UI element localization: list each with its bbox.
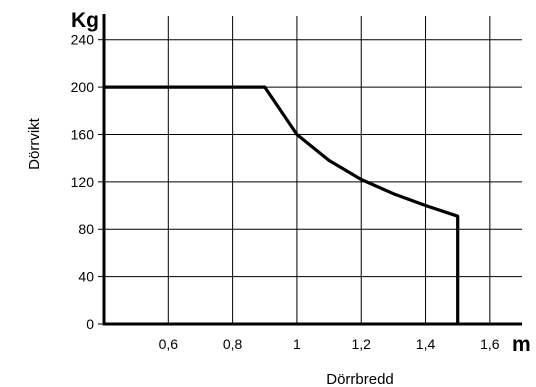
x-tick-label-0: 0,6 bbox=[159, 336, 179, 352]
x-tick-label-3: 1,2 bbox=[351, 336, 371, 352]
y-unit-label: Kg bbox=[71, 9, 99, 32]
series bbox=[104, 85, 460, 324]
axes bbox=[98, 14, 522, 326]
y-tick-label-5: 200 bbox=[71, 79, 95, 95]
x-tick-label-5: 1,6 bbox=[480, 336, 500, 352]
y-axis-title: Dörrvikt bbox=[26, 117, 43, 169]
y-tick-label-2: 80 bbox=[78, 221, 94, 237]
tick-labels: 0 40 80 120 160 200 240 0,6 0,8 1 1,2 1,4 1,6 bbox=[71, 32, 500, 352]
x-tick-label-4: 1,4 bbox=[416, 336, 436, 352]
y-tick-label-6: 240 bbox=[71, 32, 95, 48]
y-tick-label-4: 160 bbox=[71, 126, 95, 142]
x-unit-label: m bbox=[512, 333, 531, 356]
y-tick-label-3: 120 bbox=[71, 174, 95, 190]
y-tick-label-0: 0 bbox=[86, 316, 94, 332]
y-tick-label-1: 40 bbox=[78, 269, 94, 285]
x-axis-title: Dörrbredd bbox=[326, 371, 394, 387]
x-tick-label-2: 1 bbox=[293, 336, 301, 352]
series-line-0 bbox=[104, 85, 460, 324]
x-tick-label-1: 0,8 bbox=[223, 336, 243, 352]
